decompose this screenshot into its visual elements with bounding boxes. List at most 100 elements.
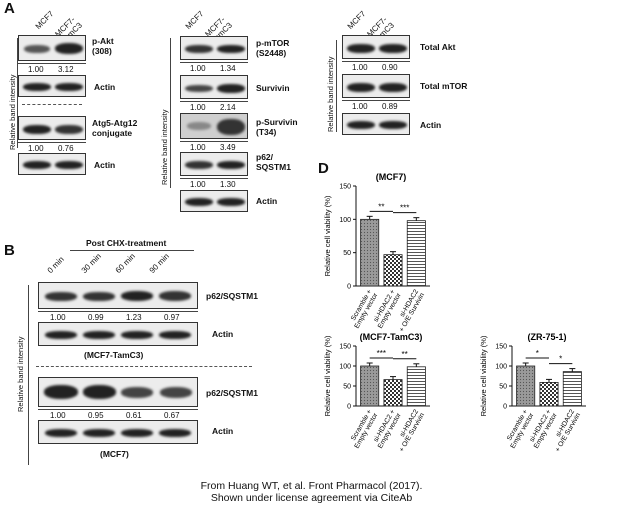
value-survivin-tamc3: 2.14 bbox=[220, 103, 236, 112]
blot-psurvivin bbox=[180, 113, 248, 139]
y-tick-label: 50 bbox=[343, 384, 351, 391]
divider bbox=[18, 63, 86, 64]
label-total-akt: Total Akt bbox=[420, 42, 456, 52]
divider bbox=[70, 250, 194, 251]
sig-label: ** bbox=[378, 202, 384, 211]
blot-actin-a1b bbox=[18, 153, 86, 175]
cell-line-mcf7: (MCF7) bbox=[100, 449, 129, 459]
y-axis-blot-a3: Relative band intensity bbox=[326, 56, 335, 132]
value-survivin-mcf7: 1.00 bbox=[190, 103, 206, 112]
footer-citation: From Huang WT, et al. Front Pharmacol (2… bbox=[200, 480, 423, 492]
y-axis-label: Relative cell viability (%) bbox=[323, 195, 332, 276]
y-tick-label: 100 bbox=[495, 364, 507, 371]
sig-label: *** bbox=[400, 204, 409, 213]
y-tick-label: 100 bbox=[339, 364, 351, 371]
value-pakt-mcf7: 1.00 bbox=[28, 65, 44, 74]
y-axis-blot-a1: Relative band intensity bbox=[8, 74, 17, 150]
y-axis-label: Relative cell viability (%) bbox=[479, 335, 488, 416]
bar-0 bbox=[360, 218, 380, 287]
value-tmtor-mcf7: 1.00 bbox=[352, 102, 368, 111]
cell-line-tamc3: (MCF7-TamC3) bbox=[84, 350, 144, 360]
sig-label: *** bbox=[377, 349, 386, 358]
value-pmtor-tamc3: 1.34 bbox=[220, 64, 236, 73]
label-total-mtor: Total mTOR bbox=[420, 81, 468, 91]
sig-label: * bbox=[559, 355, 562, 364]
value-b-bot-60: 0.61 bbox=[126, 411, 142, 420]
label-pakt: p-Akt (308) bbox=[92, 36, 114, 56]
value-b-bot-90: 0.67 bbox=[164, 411, 180, 420]
bar-1 bbox=[539, 381, 559, 407]
time-30: 30 min bbox=[79, 251, 103, 275]
value-tmtor-tamc3: 0.89 bbox=[382, 102, 398, 111]
time-60: 60 min bbox=[113, 251, 137, 275]
lane-header-mcf7: MCF7 bbox=[33, 9, 56, 31]
blot-actin-b-top bbox=[38, 322, 198, 346]
divider bbox=[38, 409, 198, 410]
blot-actin-a3 bbox=[342, 113, 410, 135]
label-actin-a2: Actin bbox=[256, 196, 278, 206]
y-axis-blot-b: Relative band intensity bbox=[16, 336, 25, 412]
bar-2 bbox=[406, 220, 426, 287]
value-atg-tamc3: 0.76 bbox=[58, 144, 74, 153]
blot-total-akt bbox=[342, 35, 410, 59]
blot-actin-a1 bbox=[18, 75, 86, 97]
separator-dashed bbox=[22, 104, 82, 105]
label-p62-a: p62/ SQSTM1 bbox=[256, 152, 291, 172]
y-tick-label: 150 bbox=[495, 344, 507, 351]
value-b-top-90: 0.97 bbox=[164, 313, 180, 322]
blot-atg bbox=[18, 116, 86, 140]
viability-charts: (MCF7) Relative cell viability (%) 0 50 100 1… bbox=[323, 172, 586, 453]
label-survivin: Survivin bbox=[256, 83, 290, 93]
bar-2 bbox=[406, 366, 426, 407]
chart-title: (ZR-75-1) bbox=[527, 332, 566, 342]
value-b-top-60: 1.23 bbox=[126, 313, 142, 322]
value-b-bot-0: 1.00 bbox=[50, 411, 66, 420]
panel-label-a: A bbox=[4, 0, 15, 17]
value-b-bot-30: 0.95 bbox=[88, 411, 104, 420]
value-b-top-30: 0.99 bbox=[88, 313, 104, 322]
chart-title: (MCF7-TamC3) bbox=[360, 332, 423, 342]
label-actin-a3: Actin bbox=[420, 120, 442, 130]
axis-line bbox=[28, 285, 29, 465]
lane-header-mcf7: MCF7 bbox=[345, 9, 368, 31]
bar-2 bbox=[562, 371, 582, 407]
panel-label-d: D bbox=[318, 160, 329, 177]
blot-p62-tamc3 bbox=[38, 282, 198, 309]
axis-line bbox=[336, 40, 337, 132]
bar-1 bbox=[383, 379, 403, 407]
y-tick-label: 100 bbox=[339, 217, 351, 224]
label-actin-b-top: Actin bbox=[212, 329, 234, 339]
blot-p62-mcf7 bbox=[38, 377, 198, 407]
category-label-0: Scramble +Empty vector bbox=[504, 408, 536, 450]
value-takt-tamc3: 0.90 bbox=[382, 63, 398, 72]
value-psurvivin-tamc3: 3.49 bbox=[220, 143, 236, 152]
lane-header-mcf7: MCF7 bbox=[183, 9, 206, 31]
divider bbox=[18, 142, 86, 143]
blot-pmtor bbox=[180, 36, 248, 60]
bar-1 bbox=[383, 254, 403, 287]
y-tick-label: 150 bbox=[339, 344, 351, 351]
category-label-0: Scramble +Empty vector bbox=[348, 408, 380, 450]
footer-license: Shown under license agreement via CiteAb bbox=[210, 492, 413, 504]
axis-line bbox=[170, 38, 171, 188]
bar-chart-2: (ZR-75-1) Relative cell viability (%) 0 50 1… bbox=[479, 332, 586, 453]
label-p62-b-top: p62/SQSTM1 bbox=[206, 291, 258, 301]
value-atg-mcf7: 1.00 bbox=[28, 144, 44, 153]
blot-pakt bbox=[18, 35, 86, 61]
sig-label: * bbox=[536, 349, 539, 358]
label-pmtor: p-mTOR (S2448) bbox=[256, 38, 290, 58]
bar-0 bbox=[360, 365, 380, 407]
blot-p62-a bbox=[180, 152, 248, 176]
label-atg: Atg5-Atg12 conjugate bbox=[92, 118, 138, 138]
panel-label-b: B bbox=[4, 242, 15, 259]
time-90: 90 min bbox=[147, 251, 171, 275]
label-actin-a1: Actin bbox=[94, 82, 116, 92]
separator-dashed bbox=[36, 366, 252, 367]
value-psurvivin-mcf7: 1.00 bbox=[190, 143, 206, 152]
divider bbox=[38, 311, 198, 312]
label-p62-b-bot: p62/SQSTM1 bbox=[206, 388, 258, 398]
divider bbox=[180, 101, 248, 102]
y-tick-label: 0 bbox=[347, 404, 351, 411]
divider bbox=[180, 62, 248, 63]
value-p62-tamc3: 1.30 bbox=[220, 180, 236, 189]
